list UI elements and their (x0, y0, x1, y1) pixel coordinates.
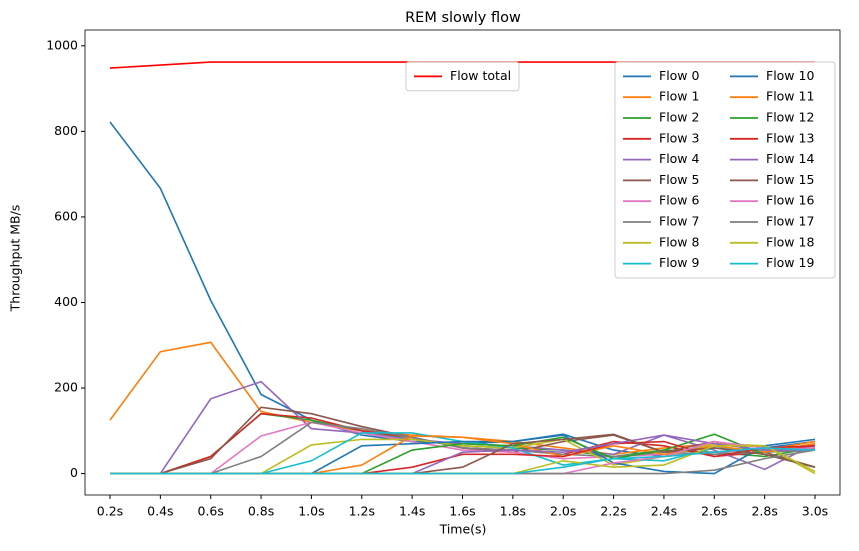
y-tick-label: 800 (54, 123, 78, 138)
x-tick-label: 1.8s (500, 504, 526, 519)
series-line (110, 438, 816, 475)
y-tick-label: 200 (54, 380, 78, 395)
x-tick-label: 2.8s (751, 504, 777, 519)
legend-label: Flow 2 (659, 110, 699, 125)
legend: Flow 0 Flow 1 Flow 2 Flow 3 Flow 4 Flow 5 Flow… (614, 61, 836, 279)
x-tick-label: 3.0s (802, 504, 828, 519)
legend-label: Flow 1 (659, 89, 699, 104)
legend-label: Flow 7 (659, 214, 699, 229)
legend-label: Flow 4 (659, 151, 700, 166)
legend-label: Flow 11 (766, 89, 814, 104)
x-tick-label: 2.4s (651, 504, 677, 519)
legend-label: Flow total (450, 68, 511, 83)
legend-label: Flow 15 (766, 172, 814, 187)
series-line (110, 447, 816, 475)
y-tick-label: 600 (54, 208, 78, 223)
x-tick-label: 0.4s (147, 504, 173, 519)
legend-box (614, 61, 836, 279)
x-tick-label: 2.6s (701, 504, 727, 519)
legend-box (405, 61, 520, 92)
legend-label: Flow 12 (766, 110, 814, 125)
legend-label: Flow 10 (766, 68, 814, 83)
legend-label: Flow 18 (766, 234, 814, 249)
x-tick-label: 1.4s (399, 504, 425, 519)
legend-label: Flow 8 (659, 234, 700, 249)
legend-label: Flow 0 (659, 68, 700, 83)
legend-label: Flow 9 (659, 255, 700, 270)
y-tick-label: 0 (70, 465, 78, 480)
legend: Flow total (405, 61, 520, 92)
chart-title: REM slowly flow (405, 10, 521, 26)
y-axis-label: Throughput MB/s (8, 205, 23, 313)
legend-label: Flow 13 (766, 130, 814, 145)
x-tick-label: 0.2s (97, 504, 123, 519)
y-tick-label: 400 (54, 294, 78, 309)
legend-label: Flow 14 (766, 151, 814, 166)
x-tick-label: 2.2s (600, 504, 626, 519)
x-tick-label: 1.2s (349, 504, 375, 519)
legend-label: Flow 19 (766, 255, 814, 270)
series-line (110, 406, 816, 475)
x-tick-label: 0.8s (248, 504, 274, 519)
legend-label: Flow 3 (659, 130, 699, 145)
legend-label: Flow 16 (766, 193, 814, 208)
x-tick-label: 0.6s (198, 504, 224, 519)
series-line (110, 380, 816, 475)
y-tick-label: 1000 (46, 37, 78, 52)
x-axis-label: Time(s) (439, 522, 487, 537)
x-tick-label: 1.6s (449, 504, 475, 519)
x-tick-label: 1.0s (298, 504, 324, 519)
x-tick-label: 2.0s (550, 504, 576, 519)
legend-label: Flow 17 (766, 214, 814, 229)
legend-label: Flow 5 (659, 172, 699, 187)
legend-label: Flow 6 (659, 193, 700, 208)
